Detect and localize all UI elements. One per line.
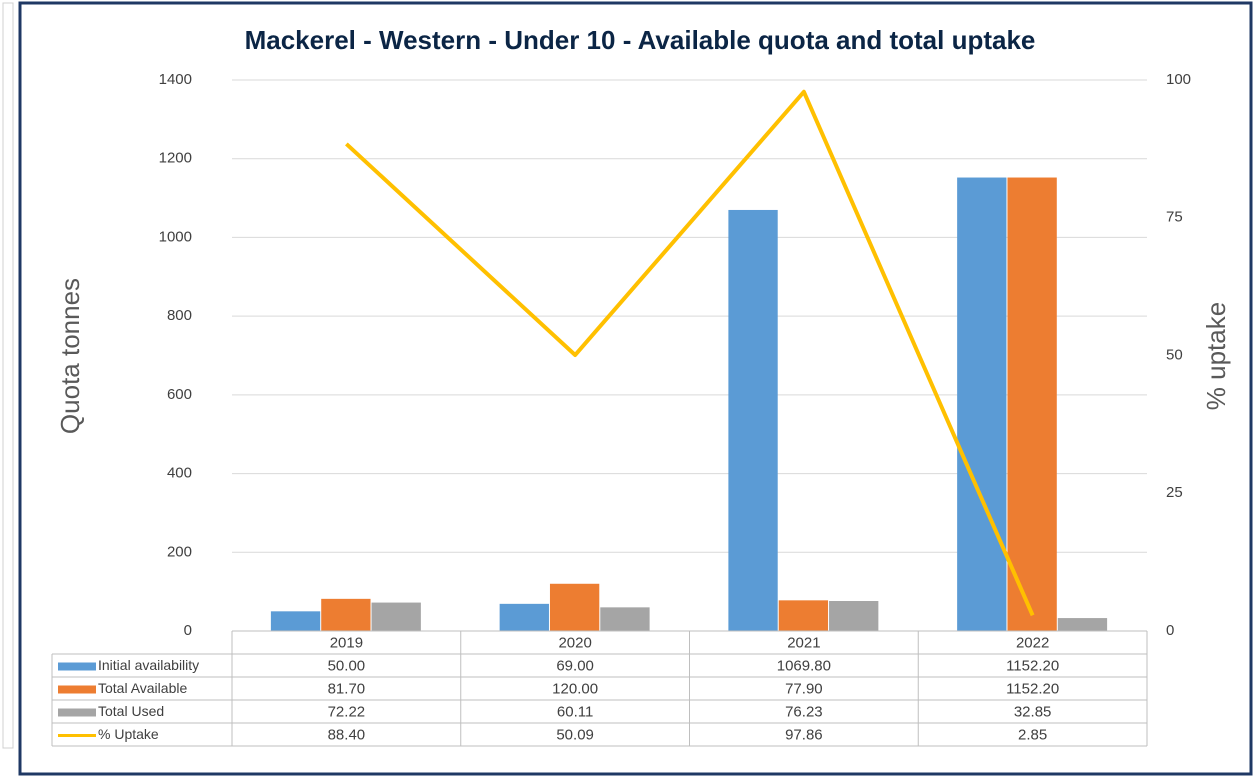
table-value: 1152.20	[1006, 657, 1059, 674]
bar	[1007, 177, 1057, 632]
table-value: 72.22	[328, 703, 366, 720]
legend-label: % Uptake	[98, 726, 159, 742]
legend-key	[58, 662, 96, 671]
bar	[499, 603, 549, 631]
y2-axis-label: % uptake	[1201, 302, 1231, 410]
legend-label: Initial availability	[98, 657, 199, 673]
chart-frame	[18, 1, 1253, 776]
y2-tick-label: 50	[1166, 346, 1183, 363]
y2-tick-label: 100	[1166, 71, 1191, 88]
bar	[270, 611, 321, 631]
bar	[371, 602, 421, 631]
legend-label: Total Used	[98, 703, 164, 719]
y-tick-label: 800	[167, 307, 192, 324]
y-tick-label: 1400	[159, 71, 192, 88]
table-value: 120.00	[552, 680, 598, 697]
legend-key	[58, 708, 96, 717]
bar	[728, 209, 778, 632]
y-tick-label: 400	[167, 465, 192, 482]
table-value: 60.11	[557, 703, 593, 720]
chart-title: Mackerel - Western - Under 10 - Availabl…	[245, 25, 1036, 55]
table-value: 97.86	[785, 726, 823, 743]
y-tick-label: 200	[167, 543, 192, 560]
table-value: 50.09	[556, 726, 594, 743]
y-tick-label: 1200	[159, 150, 192, 167]
y-axis-label: Quota tonnes	[55, 278, 85, 434]
bar	[957, 177, 1007, 632]
bar	[600, 607, 650, 631]
bar	[778, 600, 829, 631]
y-tick-label: 1000	[159, 228, 192, 245]
table-value: 77.90	[785, 680, 823, 697]
bar	[829, 600, 879, 631]
table-value: 50.00	[328, 657, 366, 674]
y2-tick-label: 25	[1166, 484, 1183, 501]
table-value: 1152.20	[1006, 680, 1059, 697]
legend-key	[58, 685, 96, 694]
line	[345, 89, 1035, 617]
y2-tick-label: 75	[1166, 209, 1183, 226]
table-value: 32.85	[1014, 703, 1052, 720]
x-tick-label: 2021	[787, 634, 820, 651]
x-tick-label: 2019	[330, 634, 363, 651]
table-value: 2.85	[1018, 726, 1047, 743]
table-value: 81.70	[328, 680, 366, 697]
bar	[321, 598, 371, 631]
table-value: 76.23	[785, 703, 823, 720]
table-value: 1069.80	[777, 657, 831, 674]
side-panel	[2, 2, 14, 749]
y2-tick-label: 0	[1166, 622, 1174, 639]
table-value: 69.00	[556, 657, 594, 674]
y-tick-label: 600	[167, 386, 192, 403]
y-tick-label: 0	[184, 622, 192, 639]
legend-label: Total Available	[98, 680, 187, 696]
bar	[1057, 618, 1108, 631]
x-tick-label: 2020	[558, 634, 591, 651]
table-value: 88.40	[328, 726, 366, 743]
bar	[549, 583, 600, 631]
x-tick-label: 2022	[1016, 634, 1049, 651]
